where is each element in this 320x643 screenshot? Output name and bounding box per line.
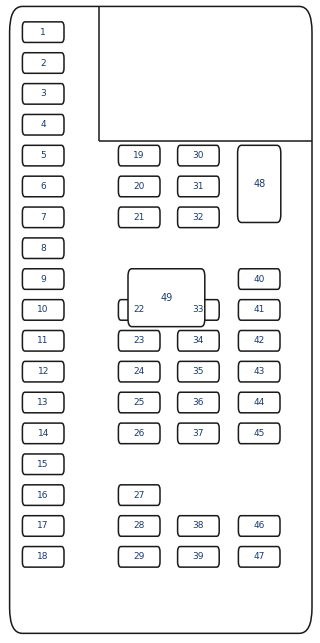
- Text: 16: 16: [37, 491, 49, 500]
- Text: 22: 22: [133, 305, 145, 314]
- FancyBboxPatch shape: [238, 269, 280, 289]
- Text: 7: 7: [40, 213, 46, 222]
- FancyBboxPatch shape: [22, 22, 64, 42]
- FancyBboxPatch shape: [178, 331, 219, 351]
- FancyBboxPatch shape: [22, 423, 64, 444]
- FancyBboxPatch shape: [22, 145, 64, 166]
- FancyBboxPatch shape: [22, 516, 64, 536]
- Text: 49: 49: [160, 293, 172, 303]
- Text: 19: 19: [133, 151, 145, 160]
- Text: 17: 17: [37, 521, 49, 530]
- FancyBboxPatch shape: [238, 392, 280, 413]
- Text: 41: 41: [253, 305, 265, 314]
- FancyBboxPatch shape: [22, 269, 64, 289]
- Text: 43: 43: [253, 367, 265, 376]
- Text: 20: 20: [133, 182, 145, 191]
- Text: 34: 34: [193, 336, 204, 345]
- FancyBboxPatch shape: [118, 547, 160, 567]
- FancyBboxPatch shape: [178, 176, 219, 197]
- Text: 23: 23: [133, 336, 145, 345]
- FancyBboxPatch shape: [238, 145, 281, 222]
- Text: 8: 8: [40, 244, 46, 253]
- Text: 14: 14: [37, 429, 49, 438]
- FancyBboxPatch shape: [118, 485, 160, 505]
- Text: 33: 33: [193, 305, 204, 314]
- Text: 3: 3: [40, 89, 46, 98]
- Text: 1: 1: [40, 28, 46, 37]
- FancyBboxPatch shape: [118, 516, 160, 536]
- Text: 30: 30: [193, 151, 204, 160]
- Text: 37: 37: [193, 429, 204, 438]
- FancyBboxPatch shape: [178, 423, 219, 444]
- Text: 6: 6: [40, 182, 46, 191]
- Text: 44: 44: [253, 398, 265, 407]
- FancyBboxPatch shape: [22, 53, 64, 73]
- FancyBboxPatch shape: [178, 547, 219, 567]
- FancyBboxPatch shape: [22, 300, 64, 320]
- FancyBboxPatch shape: [22, 114, 64, 135]
- Text: 45: 45: [253, 429, 265, 438]
- FancyBboxPatch shape: [238, 331, 280, 351]
- FancyBboxPatch shape: [22, 361, 64, 382]
- FancyBboxPatch shape: [118, 331, 160, 351]
- FancyBboxPatch shape: [238, 361, 280, 382]
- Text: 36: 36: [193, 398, 204, 407]
- FancyBboxPatch shape: [22, 176, 64, 197]
- FancyBboxPatch shape: [22, 547, 64, 567]
- FancyBboxPatch shape: [238, 300, 280, 320]
- Text: 38: 38: [193, 521, 204, 530]
- FancyBboxPatch shape: [178, 145, 219, 166]
- Text: 4: 4: [40, 120, 46, 129]
- FancyBboxPatch shape: [118, 361, 160, 382]
- Text: 31: 31: [193, 182, 204, 191]
- Text: 48: 48: [253, 179, 265, 189]
- FancyBboxPatch shape: [22, 454, 64, 475]
- Text: 40: 40: [253, 275, 265, 284]
- FancyBboxPatch shape: [10, 6, 312, 633]
- Text: 5: 5: [40, 151, 46, 160]
- FancyBboxPatch shape: [22, 392, 64, 413]
- Text: 25: 25: [133, 398, 145, 407]
- Text: 24: 24: [133, 367, 145, 376]
- FancyBboxPatch shape: [118, 300, 160, 320]
- Text: 32: 32: [193, 213, 204, 222]
- Text: 18: 18: [37, 552, 49, 561]
- Text: 13: 13: [37, 398, 49, 407]
- Text: 42: 42: [253, 336, 265, 345]
- FancyBboxPatch shape: [22, 485, 64, 505]
- Text: 29: 29: [133, 552, 145, 561]
- FancyBboxPatch shape: [178, 392, 219, 413]
- Text: 28: 28: [133, 521, 145, 530]
- Text: 2: 2: [40, 59, 46, 68]
- Text: 10: 10: [37, 305, 49, 314]
- FancyBboxPatch shape: [22, 238, 64, 258]
- Text: 35: 35: [193, 367, 204, 376]
- FancyBboxPatch shape: [22, 331, 64, 351]
- Text: 12: 12: [37, 367, 49, 376]
- FancyBboxPatch shape: [238, 423, 280, 444]
- FancyBboxPatch shape: [178, 300, 219, 320]
- Text: 46: 46: [253, 521, 265, 530]
- FancyBboxPatch shape: [178, 516, 219, 536]
- FancyBboxPatch shape: [128, 269, 205, 327]
- FancyBboxPatch shape: [22, 207, 64, 228]
- Text: 26: 26: [133, 429, 145, 438]
- Text: 21: 21: [133, 213, 145, 222]
- Text: 39: 39: [193, 552, 204, 561]
- FancyBboxPatch shape: [22, 84, 64, 104]
- Text: 11: 11: [37, 336, 49, 345]
- Text: 27: 27: [133, 491, 145, 500]
- FancyBboxPatch shape: [178, 361, 219, 382]
- FancyBboxPatch shape: [118, 145, 160, 166]
- Text: 47: 47: [253, 552, 265, 561]
- FancyBboxPatch shape: [238, 516, 280, 536]
- FancyBboxPatch shape: [118, 207, 160, 228]
- FancyBboxPatch shape: [118, 392, 160, 413]
- Text: 9: 9: [40, 275, 46, 284]
- Text: 15: 15: [37, 460, 49, 469]
- FancyBboxPatch shape: [238, 547, 280, 567]
- FancyBboxPatch shape: [118, 176, 160, 197]
- FancyBboxPatch shape: [178, 207, 219, 228]
- FancyBboxPatch shape: [118, 423, 160, 444]
